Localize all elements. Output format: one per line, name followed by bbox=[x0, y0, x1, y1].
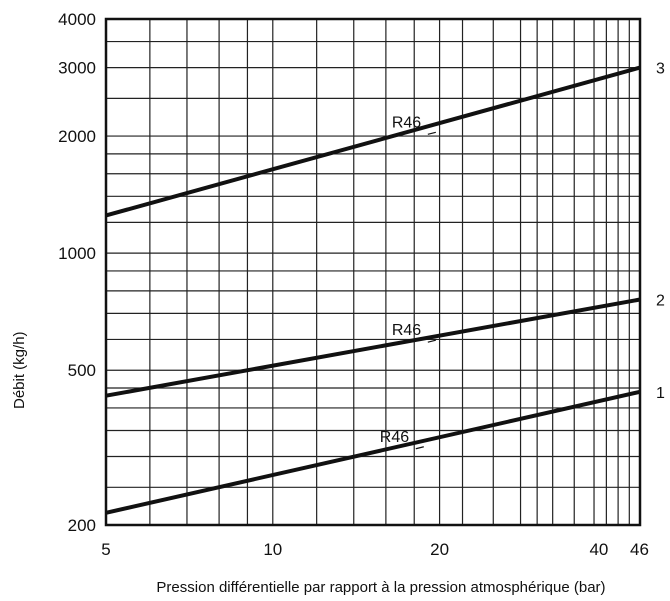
series-line-3 bbox=[105, 65, 641, 218]
series-line-1 bbox=[105, 389, 641, 515]
x-tick-label: 46 bbox=[630, 540, 649, 559]
series-lines bbox=[105, 65, 641, 515]
y-tick-label: 2000 bbox=[58, 127, 96, 146]
x-axis-label: Pression différentielle par rapport à la… bbox=[156, 579, 605, 596]
series-annotations: R46 1 R46 2 R46 3 bbox=[380, 61, 665, 450]
grid bbox=[105, 18, 641, 526]
series-annotation-3: R46 bbox=[392, 114, 421, 131]
y-tick-label: 500 bbox=[68, 361, 96, 380]
x-tick-label: 5 bbox=[101, 540, 110, 559]
y-tick-label: 3000 bbox=[58, 59, 96, 78]
y-tick-label: 4000 bbox=[58, 10, 96, 29]
plot-frame bbox=[104, 17, 642, 527]
x-tick-label: 20 bbox=[430, 540, 449, 559]
annotation-leader bbox=[415, 446, 424, 450]
series-number-1: 1 bbox=[656, 385, 665, 402]
series-number-2: 2 bbox=[656, 293, 665, 310]
x-tick-label: 10 bbox=[263, 540, 282, 559]
tick-labels: 5 10 20 40 46 200 500 1000 2000 3000 4000 bbox=[58, 10, 649, 559]
y-tick-label: 200 bbox=[68, 516, 96, 535]
annotation-leader bbox=[427, 339, 436, 343]
series-annotation-2: R46 bbox=[392, 322, 421, 339]
y-tick-label: 1000 bbox=[58, 244, 96, 263]
series-number-3: 3 bbox=[656, 61, 665, 78]
y-axis-label: Débit (kg/h) bbox=[11, 331, 28, 409]
series-annotation-1: R46 bbox=[380, 429, 409, 446]
x-tick-label: 40 bbox=[589, 540, 608, 559]
series-line-2 bbox=[105, 297, 641, 398]
annotation-leader bbox=[427, 131, 436, 135]
